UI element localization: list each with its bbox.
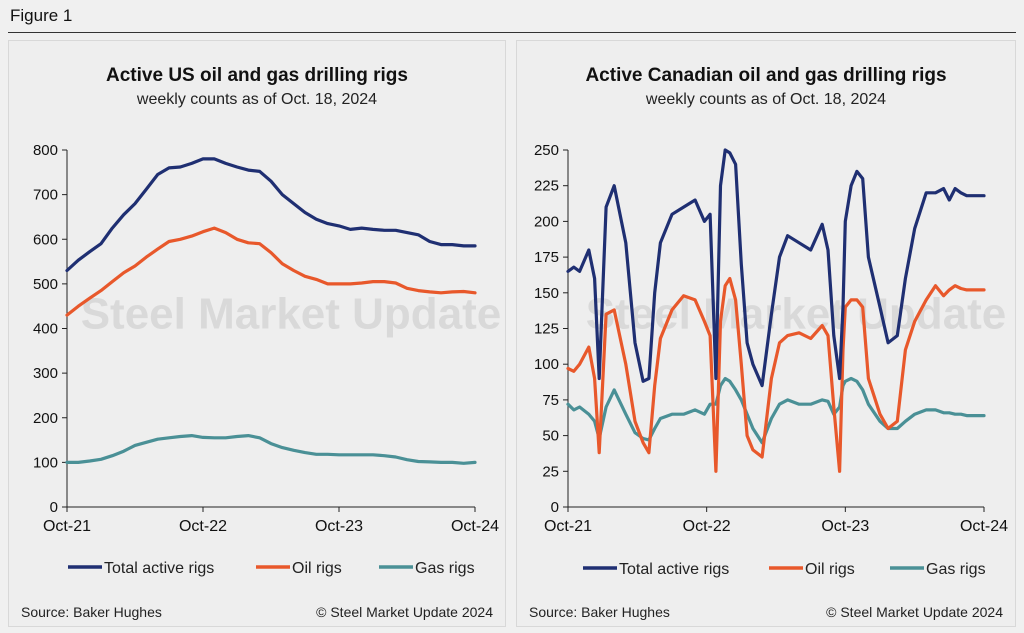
canada-copyright-note: © Steel Market Update 2024 xyxy=(826,604,1003,620)
us-y-tick-label: 200 xyxy=(33,410,58,427)
us-y-tick-label: 400 xyxy=(33,321,58,338)
ca-x-tick-label: Oct-21 xyxy=(544,518,592,535)
ca-y-tick-label: 50 xyxy=(542,428,559,445)
us-total-rigs-line xyxy=(65,157,477,273)
us-y-tick-label: 300 xyxy=(33,365,58,382)
us-y-tick-label: 500 xyxy=(33,276,58,293)
canada-chart-title: Active Canadian oil and gas drilling rig… xyxy=(585,65,947,86)
us-y-tick-label: 700 xyxy=(33,187,58,204)
us-watermark: Steel Market Update xyxy=(81,290,502,339)
ca-y-tick-label: 100 xyxy=(534,356,559,373)
us-legend-total-label: Total active rigs xyxy=(104,560,214,577)
ca-x-tick-label: Oct-24 xyxy=(960,518,1008,535)
ca-y-tick-label: 150 xyxy=(534,285,559,302)
canada-chart-subtitle: weekly counts as of Oct. 18, 2024 xyxy=(645,91,887,108)
canada-chart-svg: Steel Market Update025507510012515017520… xyxy=(534,142,1008,578)
canada-source-note: Source: Baker Hughes xyxy=(529,604,670,620)
ca-legend-gas-label: Gas rigs xyxy=(926,561,986,578)
us-x-tick-label: Oct-24 xyxy=(451,518,499,535)
ca-y-tick-label: 225 xyxy=(534,178,559,195)
canada-chart-panel: Steel Market Update 0 25 50 75 100 125 150 175 20… xyxy=(516,40,1016,627)
ca-y-tick-label: 0 xyxy=(551,499,559,516)
us-y-tick-label: 100 xyxy=(33,454,58,471)
figure-label: Figure 1 xyxy=(10,6,73,25)
us-y-tick-label: 0 xyxy=(50,499,58,516)
ca-y-tick-label: 200 xyxy=(534,213,559,230)
us-legend-gas-label: Gas rigs xyxy=(415,560,475,577)
ca-total-rigs-line xyxy=(566,148,986,388)
top-divider xyxy=(8,32,1016,33)
us-chart-subtitle: weekly counts as of Oct. 18, 2024 xyxy=(136,91,378,108)
us-x-tick-label: Oct-22 xyxy=(179,518,227,535)
us-gas-rigs-line xyxy=(65,434,477,465)
ca-y-tick-label: 125 xyxy=(534,321,559,338)
us-copyright-note: © Steel Market Update 2024 xyxy=(316,604,493,620)
ca-y-tick-label: 175 xyxy=(534,249,559,266)
us-chart-svg: Steel Market Update 0 100 200 300 400 500 600 70… xyxy=(33,142,502,577)
ca-oil-rigs-line xyxy=(566,276,986,473)
us-x-tick-label: Oct-21 xyxy=(43,518,91,535)
us-y-tick-label: 800 xyxy=(33,142,58,159)
ca-y-tick-label: 75 xyxy=(542,392,559,409)
ca-legend-total-label: Total active rigs xyxy=(619,561,729,578)
us-y-tick-label: 600 xyxy=(33,231,58,248)
us-legend-oil-label: Oil rigs xyxy=(292,560,342,577)
ca-x-tick-label: Oct-22 xyxy=(683,518,731,535)
us-chart-title: Active US oil and gas drilling rigs xyxy=(106,65,408,86)
ca-y-tick-label: 25 xyxy=(542,463,559,480)
ca-legend-oil-label: Oil rigs xyxy=(805,561,855,578)
us-chart-panel: Steel Market Update 0 100 200 300 400 500 600 70… xyxy=(8,40,506,627)
ca-y-tick-label: 250 xyxy=(534,142,559,159)
us-oil-rigs-line xyxy=(65,226,477,317)
ca-x-tick-label: Oct-23 xyxy=(821,518,869,535)
us-source-note: Source: Baker Hughes xyxy=(21,604,162,620)
us-x-tick-label: Oct-23 xyxy=(315,518,363,535)
